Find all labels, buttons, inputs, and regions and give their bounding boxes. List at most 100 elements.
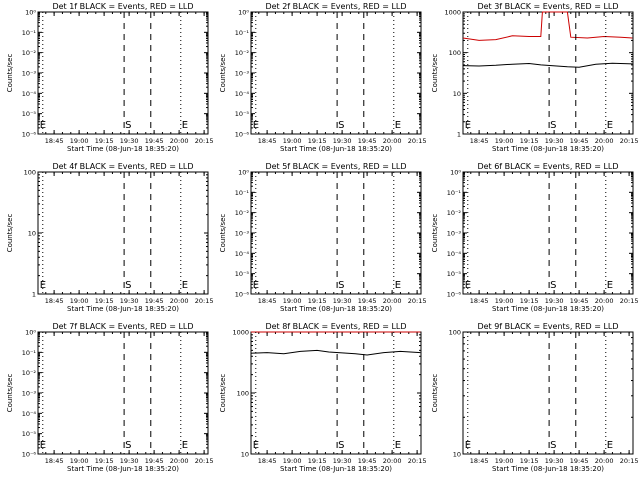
x-tick-label: 19:45	[570, 137, 589, 145]
x-tick-label: 19:45	[145, 137, 164, 145]
x-tick-label: 20:00	[595, 297, 614, 305]
plot-frame	[250, 11, 422, 135]
y-tick-label: 10⁻⁴	[22, 410, 37, 418]
x-tick-label: 20:15	[408, 137, 427, 145]
y-tick-label: 10⁻⁴	[447, 250, 462, 258]
x-tick-label: 19:30	[120, 137, 139, 145]
x-tick-label: 18:45	[470, 297, 489, 305]
plot-frame	[462, 171, 634, 295]
y-tick-label: 10⁻¹	[235, 189, 250, 197]
x-tick-label: 19:00	[70, 457, 89, 465]
marker-label: S	[125, 440, 131, 451]
y-tick-label: 10	[453, 90, 461, 98]
y-axis-label: Counts/sec	[431, 54, 439, 93]
marker-label: S	[550, 120, 556, 131]
panel-title: Det 4f BLACK = Events, RED = LLD	[52, 162, 193, 171]
y-axis-label: Counts/sec	[431, 214, 439, 253]
marker-label: E	[607, 120, 613, 131]
x-tick-label: 18:45	[258, 297, 277, 305]
x-tick-label: 20:15	[408, 297, 427, 305]
x-axis-label: Start Time (08-Jun-18 18:35:20)	[280, 305, 392, 313]
x-tick-label: 20:15	[195, 297, 214, 305]
marker-label: S	[338, 120, 344, 131]
y-tick-label: 10⁻²	[235, 209, 250, 217]
panel-title: Det 2f BLACK = Events, RED = LLD	[265, 2, 406, 11]
plot-frame	[37, 171, 209, 295]
panel-title: Det 9f BLACK = Events, RED = LLD	[477, 322, 618, 331]
y-tick-label: 10⁻⁵	[235, 110, 250, 118]
y-axis-label: Counts/sec	[6, 54, 14, 93]
y-tick-label: 10	[241, 451, 249, 459]
y-axis-label: Counts/sec	[219, 214, 227, 253]
x-tick-label: 19:00	[283, 297, 302, 305]
x-tick-label: 19:45	[145, 457, 164, 465]
y-tick-label: 10⁻⁵	[235, 270, 250, 278]
x-tick-label: 20:00	[383, 297, 402, 305]
x-tick-label: 19:30	[120, 297, 139, 305]
marker-label: E	[465, 440, 471, 451]
marker-label: S	[338, 280, 344, 291]
x-axis-label: Start Time (08-Jun-18 18:35:20)	[67, 465, 179, 473]
x-tick-label: 19:00	[495, 297, 514, 305]
marker-label: S	[550, 280, 556, 291]
marker-label: E	[465, 280, 471, 291]
x-tick-label: 20:00	[170, 297, 189, 305]
x-tick-label: 20:00	[595, 457, 614, 465]
panel-8: Det 8f BLACK = Events, RED = LLD 1000 100 1…	[219, 322, 426, 473]
marker-label: E	[253, 120, 259, 131]
x-tick-label: 18:45	[470, 457, 489, 465]
y-tick-label: 10⁻⁶	[235, 291, 250, 299]
x-tick-label: 19:45	[570, 457, 589, 465]
x-tick-label: 19:00	[70, 297, 89, 305]
x-tick-label: 19:15	[308, 137, 327, 145]
y-tick-label: 10⁰	[450, 169, 461, 177]
y-tick-label: 10⁻⁶	[22, 451, 37, 459]
x-tick-label: 19:15	[308, 297, 327, 305]
plot-frame	[462, 331, 634, 455]
x-tick-label: 20:15	[195, 137, 214, 145]
panel-6: Det 6f BLACK = Events, RED = LLD 10⁰ 10⁻¹ 1…	[431, 162, 638, 313]
x-tick-label: 20:00	[170, 457, 189, 465]
x-tick-label: 19:15	[308, 457, 327, 465]
panel-title: Det 3f BLACK = Events, RED = LLD	[477, 2, 618, 11]
x-tick-label: 19:30	[545, 137, 564, 145]
y-tick-label: 1000	[232, 329, 249, 337]
y-axis-label: Counts/sec	[6, 214, 14, 253]
y-tick-label: 10⁻²	[447, 209, 462, 217]
x-tick-label: 18:45	[45, 457, 64, 465]
x-tick-label: 19:15	[520, 137, 539, 145]
marker-label: E	[607, 280, 613, 291]
y-tick-label: 10⁻⁵	[22, 110, 37, 118]
x-tick-label: 19:15	[520, 297, 539, 305]
x-tick-label: 19:45	[358, 137, 377, 145]
x-tick-label: 19:00	[283, 457, 302, 465]
x-axis-label: Start Time (08-Jun-18 18:35:20)	[492, 305, 604, 313]
y-tick-label: 10⁻⁵	[447, 270, 462, 278]
y-tick-label: 10⁰	[25, 9, 36, 17]
plot-frame	[250, 171, 422, 295]
x-tick-label: 18:45	[45, 297, 64, 305]
y-tick-label: 10⁻⁴	[235, 90, 250, 98]
x-tick-label: 18:45	[470, 137, 489, 145]
x-tick-label: 19:00	[283, 137, 302, 145]
x-tick-label: 19:30	[120, 457, 139, 465]
marker-label: E	[253, 280, 259, 291]
x-tick-label: 19:30	[333, 457, 352, 465]
panel-5: Det 5f BLACK = Events, RED = LLD 10⁰ 10⁻¹ 1…	[219, 162, 426, 313]
x-tick-label: 19:00	[495, 137, 514, 145]
marker-label: S	[125, 280, 131, 291]
y-tick-label: 100	[237, 390, 249, 398]
marker-label: E	[40, 120, 46, 131]
marker-label: E	[465, 120, 471, 131]
marker-label: E	[395, 440, 401, 451]
x-tick-label: 19:15	[95, 457, 114, 465]
panel-4: Det 4f BLACK = Events, RED = LLD 100 10 1 18…	[6, 162, 213, 313]
x-tick-label: 18:45	[45, 137, 64, 145]
x-tick-label: 19:45	[358, 297, 377, 305]
y-tick-label: 10⁻¹	[22, 29, 37, 37]
marker-label: E	[182, 440, 188, 451]
y-tick-label: 10⁻³	[235, 70, 250, 78]
x-axis-label: Start Time (08-Jun-18 18:35:20)	[67, 145, 179, 153]
y-tick-label: 1	[457, 131, 461, 139]
